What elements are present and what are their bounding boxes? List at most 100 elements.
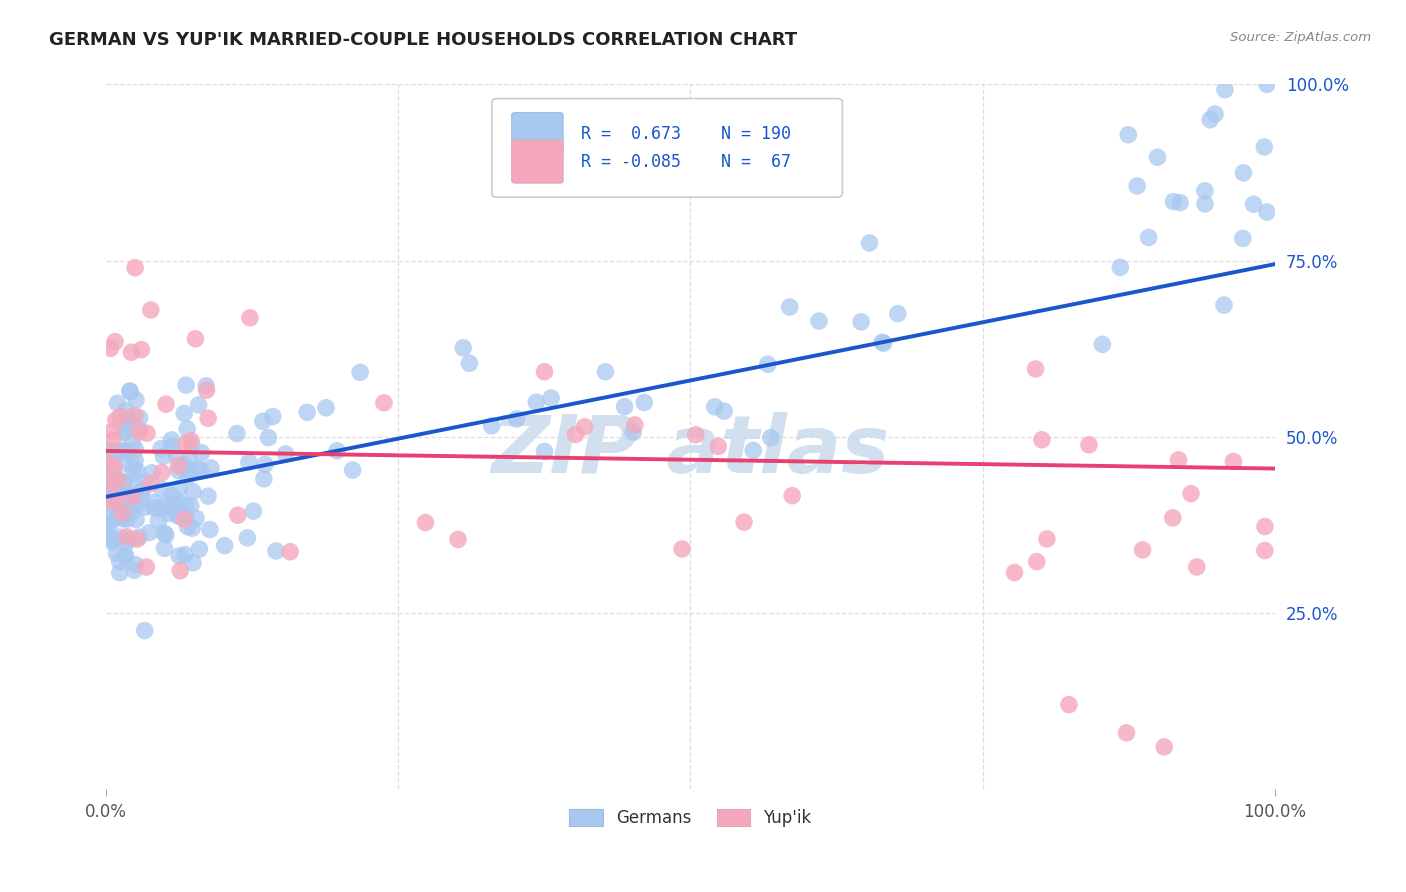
Point	[1213, 298, 1236, 312]
Point	[180, 434, 202, 448]
Point	[1025, 362, 1047, 376]
Point	[167, 458, 190, 473]
Point	[1253, 140, 1275, 154]
Point	[114, 549, 136, 563]
Point	[1194, 197, 1216, 211]
Point	[326, 443, 349, 458]
Point	[96, 482, 118, 496]
Point	[104, 334, 127, 349]
Point	[173, 406, 195, 420]
Point	[115, 535, 138, 549]
Point	[373, 396, 395, 410]
Point	[173, 512, 195, 526]
Point	[141, 466, 163, 480]
Point	[152, 500, 174, 514]
Point	[253, 472, 276, 486]
Point	[188, 462, 211, 476]
Point	[122, 459, 145, 474]
Point	[236, 531, 259, 545]
Point	[121, 436, 143, 450]
Point	[98, 475, 121, 489]
Point	[1256, 205, 1278, 219]
Point	[128, 425, 150, 439]
Point	[756, 357, 779, 371]
Point	[1167, 453, 1189, 467]
Point	[131, 343, 153, 357]
Point	[167, 508, 190, 523]
Point	[1153, 739, 1175, 754]
Point	[148, 514, 170, 528]
Point	[124, 558, 146, 572]
Point	[162, 439, 184, 453]
Point	[152, 450, 174, 464]
Point	[101, 476, 124, 491]
Point	[108, 499, 131, 513]
Point	[111, 500, 134, 515]
Point	[134, 624, 156, 638]
Point	[134, 500, 156, 515]
Point	[167, 463, 190, 477]
Point	[114, 425, 136, 440]
FancyBboxPatch shape	[512, 140, 564, 183]
Point	[181, 521, 204, 535]
Point	[1132, 543, 1154, 558]
Point	[1254, 519, 1277, 533]
Point	[671, 541, 693, 556]
Point	[613, 400, 636, 414]
Point	[120, 533, 142, 547]
Point	[100, 342, 122, 356]
Point	[111, 506, 134, 520]
Point	[157, 507, 180, 521]
Point	[1180, 486, 1202, 500]
Point	[1243, 197, 1265, 211]
Point	[742, 443, 765, 458]
Point	[117, 478, 139, 492]
Point	[1025, 555, 1047, 569]
Point	[96, 443, 118, 458]
Point	[105, 509, 128, 524]
Point	[101, 508, 124, 522]
Point	[160, 433, 183, 447]
Point	[1057, 698, 1080, 712]
Point	[121, 490, 143, 504]
Point	[190, 446, 212, 460]
Point	[1137, 230, 1160, 244]
Point	[1126, 178, 1149, 193]
Point	[181, 556, 204, 570]
Point	[105, 546, 128, 560]
Point	[101, 433, 124, 447]
Point	[117, 417, 139, 431]
Point	[160, 489, 183, 503]
Point	[117, 512, 139, 526]
Point	[114, 424, 136, 438]
Point	[117, 486, 139, 500]
Point	[167, 549, 190, 563]
Point	[122, 467, 145, 481]
Point	[1194, 184, 1216, 198]
Point	[870, 335, 893, 350]
Point	[176, 422, 198, 436]
Point	[1091, 337, 1114, 351]
Point	[114, 456, 136, 470]
Point	[132, 482, 155, 496]
Point	[150, 482, 173, 496]
Point	[115, 530, 138, 544]
Point	[121, 506, 143, 520]
Point	[150, 466, 173, 480]
Point	[98, 475, 121, 490]
Point	[262, 409, 284, 424]
Point	[107, 474, 129, 488]
Point	[1199, 112, 1222, 127]
Point	[264, 544, 287, 558]
Point	[713, 404, 735, 418]
Point	[1109, 260, 1132, 275]
Point	[187, 398, 209, 412]
Point	[174, 378, 197, 392]
Point	[117, 410, 139, 425]
Point	[166, 449, 188, 463]
Point	[624, 417, 647, 432]
Point	[139, 302, 162, 317]
Point	[180, 438, 202, 452]
Point	[1222, 454, 1244, 468]
Point	[100, 497, 122, 511]
